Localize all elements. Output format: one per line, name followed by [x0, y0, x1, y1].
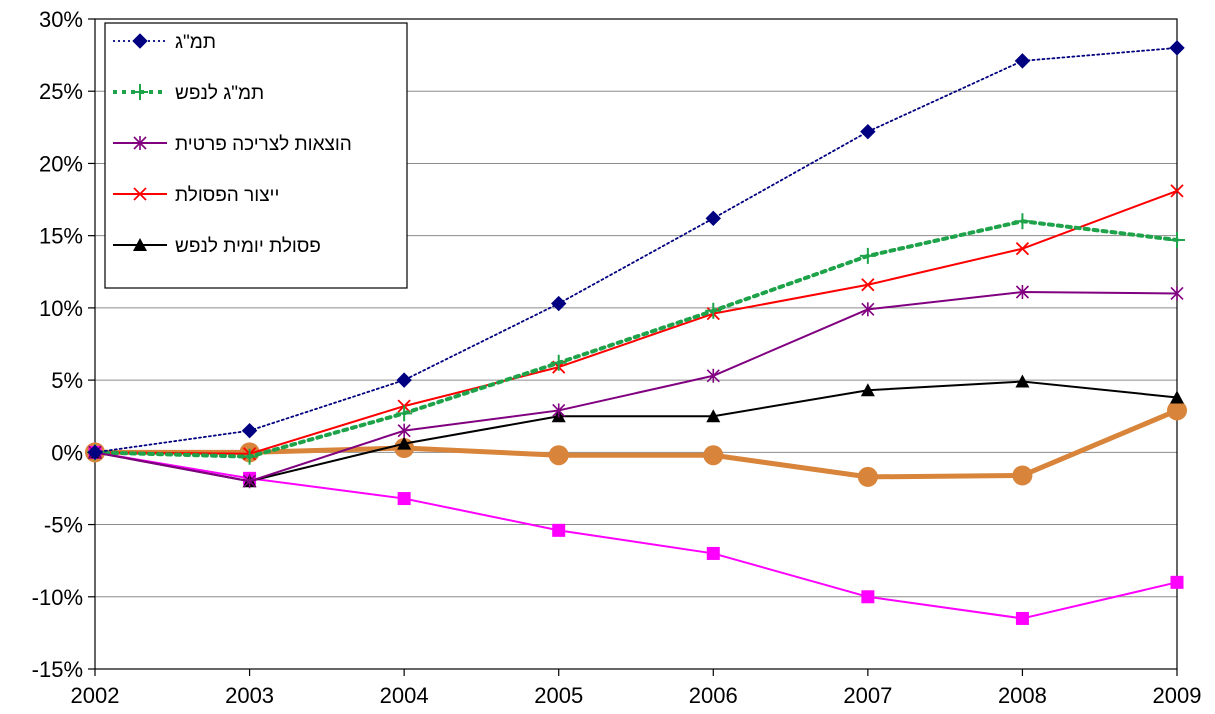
data-point	[861, 590, 875, 604]
x-tick-label: 2003	[225, 683, 274, 708]
data-point	[396, 372, 412, 388]
series-line	[94, 380, 1178, 483]
x-arm	[1015, 242, 1030, 256]
data-point	[551, 295, 567, 312]
data-point	[706, 546, 720, 560]
series-line	[94, 451, 1178, 620]
data-point	[861, 278, 875, 292]
legend-label: פסולת יומית לנפש	[175, 236, 321, 257]
x-tick-label: 2006	[689, 683, 738, 708]
data-point	[1169, 232, 1185, 248]
data-point	[1015, 285, 1029, 299]
data-point	[703, 445, 724, 466]
series-group	[85, 40, 1187, 625]
legend-item: ייצור הפסולת	[113, 185, 279, 206]
data-point	[397, 436, 412, 450]
data-point	[857, 466, 878, 487]
legend-item: פסולת יומית לנפש	[113, 236, 321, 257]
y-tick-label: 25%	[39, 79, 83, 104]
data-point	[1167, 400, 1187, 421]
data-point	[241, 422, 258, 439]
legend-swatch-marker	[133, 238, 147, 251]
legend-item: תמ"ג לנפש	[113, 83, 264, 104]
legend-item: הוצאות לצריכה פרטית	[113, 134, 352, 155]
plot-area-frame	[94, 18, 1178, 670]
data-point	[552, 403, 566, 418]
legend-swatch-marker	[132, 33, 148, 49]
x-tick-label: 2009	[1153, 683, 1202, 708]
legend-label: הוצאות לצריכה פרטית	[175, 134, 352, 155]
x-tick-label: 2004	[380, 683, 429, 708]
data-point	[550, 354, 567, 371]
x-arm	[133, 187, 147, 201]
x-tick-label: 2007	[843, 683, 892, 708]
x-tick-label: 2002	[71, 683, 120, 708]
data-point	[861, 302, 875, 317]
data-point	[1170, 184, 1184, 198]
data-point	[1170, 286, 1184, 301]
legend-swatch-marker	[133, 187, 147, 201]
series-line	[94, 46, 1178, 454]
data-point	[241, 448, 258, 465]
series-line	[92, 407, 1180, 480]
legend-box	[104, 22, 408, 289]
legend: תמ"ג תמ"ג לנפש הוצאות לצריכה פרטית ייצור הפ…	[104, 22, 408, 289]
legend-label: תמ"ג לנפש	[175, 83, 264, 104]
legend-item: תמ"ג	[113, 32, 216, 53]
y-tick-label: -10%	[32, 585, 83, 610]
data-point	[1015, 374, 1030, 388]
data-point	[705, 302, 722, 319]
data-point	[1014, 213, 1031, 230]
legend-swatch-marker	[132, 84, 148, 100]
data-point	[1015, 242, 1030, 256]
x-arm	[1170, 184, 1184, 198]
data-point	[706, 409, 721, 423]
series-line	[93, 219, 1179, 459]
data-point	[1014, 53, 1031, 69]
y-tick-label: -15%	[32, 657, 83, 682]
data-point	[397, 492, 411, 506]
data-point	[859, 247, 876, 264]
y-tick-label: -5%	[44, 513, 83, 538]
series-0	[87, 40, 1185, 461]
series-line	[94, 189, 1178, 455]
data-point	[1170, 390, 1184, 404]
data-point	[87, 444, 103, 461]
y-tick-label: 0%	[51, 440, 83, 465]
data-point	[1012, 465, 1033, 486]
y-tick-label: 15%	[39, 224, 83, 249]
data-point	[397, 423, 411, 438]
y-tick-label: 20%	[39, 151, 83, 176]
series-2	[88, 285, 1184, 489]
data-point	[860, 383, 875, 397]
y-tick-label: 30%	[39, 7, 83, 32]
legend-label: ייצור הפסולת	[175, 185, 279, 206]
data-point	[1169, 40, 1185, 56]
data-point	[706, 368, 720, 383]
data-point	[860, 123, 876, 140]
data-point	[705, 210, 721, 227]
data-point	[548, 445, 569, 466]
data-point	[552, 523, 566, 537]
y-tick-label: 5%	[51, 368, 83, 393]
x-tick-label: 2008	[998, 683, 1047, 708]
axes: 30% 25% 20% 15% 10% 5% 0% -5% -10% -15%2002 2003 20…	[32, 7, 1202, 708]
x-arm	[861, 278, 875, 292]
data-point	[243, 474, 257, 489]
legend-swatch-marker	[133, 136, 147, 150]
data-point	[1015, 611, 1029, 625]
data-point	[1170, 575, 1184, 589]
x-tick-label: 2005	[534, 683, 583, 708]
data-point	[396, 405, 413, 422]
legend-label: תמ"ג	[175, 32, 216, 53]
series-line	[94, 291, 1178, 483]
y-tick-label: 10%	[39, 296, 83, 321]
